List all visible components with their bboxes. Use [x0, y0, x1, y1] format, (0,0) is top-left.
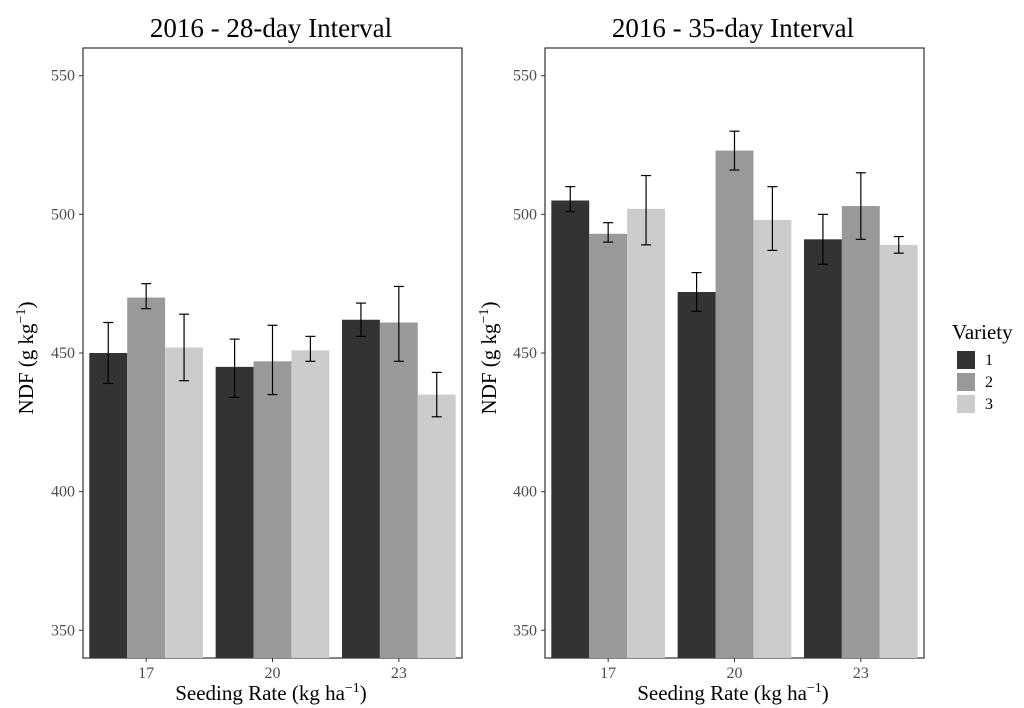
x-axis-title: Seeding Rate (kg ha−1) [637, 681, 829, 705]
panel-35-day: 2016 - 35-day Interval 350 400 450 500 550 1… [477, 13, 925, 705]
legend-label-3: 3 [985, 396, 993, 413]
bar-20-variety-2 [253, 361, 292, 658]
y-tick-label: 500 [513, 206, 537, 223]
error-bar-20-variety-3 [767, 186, 778, 252]
error-bar-20-variety-2 [267, 324, 278, 396]
error-bar-20-variety-2 [729, 130, 740, 171]
x-axis-title: Seeding Rate (kg ha−1) [175, 681, 367, 705]
bar-17-variety-3 [165, 347, 204, 658]
y-axis: 350 400 450 500 550 [513, 68, 545, 639]
bar-20-variety-1 [215, 366, 254, 658]
bar-20-variety-1 [677, 292, 716, 658]
error-bar-23-variety-2 [855, 172, 866, 240]
error-bar-23-variety-3 [893, 235, 904, 254]
bar-20-variety-3 [291, 350, 330, 658]
bar-17-variety-1 [551, 200, 590, 658]
y-axis-title: NDF (g kg−1) [477, 302, 501, 415]
legend-key-2 [957, 373, 975, 391]
error-bar-23-variety-1 [355, 302, 366, 337]
y-tick-label: 400 [513, 484, 537, 501]
x-axis: 17 20 23 [600, 658, 869, 682]
legend-title: Variety [952, 320, 1013, 344]
y-tick-label: 450 [513, 345, 537, 362]
error-bar-23-variety-2 [393, 285, 404, 362]
error-bar-20-variety-1 [229, 338, 240, 398]
bars [551, 130, 918, 659]
bars [89, 283, 456, 658]
bar-20-variety-3 [753, 219, 792, 658]
error-bar-17-variety-3 [641, 174, 652, 246]
bar-23-variety-2 [379, 322, 418, 658]
error-bar-17-variety-2 [603, 222, 614, 243]
error-bar-20-variety-1 [691, 271, 702, 313]
legend-label-2: 2 [985, 374, 993, 391]
bar-23-variety-1 [341, 319, 380, 658]
y-tick-label: 350 [513, 622, 537, 639]
panel-28-day: 2016 - 28-day Interval 350 400 450 500 550 1… [14, 13, 463, 705]
legend-key-3 [957, 395, 975, 413]
x-axis: 17 20 23 [138, 658, 407, 682]
x-tick-label: 20 [265, 665, 281, 682]
legend-label-1: 1 [985, 352, 993, 369]
bar-17-variety-3 [627, 208, 666, 658]
x-tick-label: 17 [600, 665, 616, 682]
x-tick-label: 23 [853, 665, 869, 682]
legend-key-1 [957, 351, 975, 369]
error-bar-23-variety-1 [817, 213, 828, 265]
bar-17-variety-1 [89, 353, 128, 658]
bar-17-variety-2 [589, 233, 628, 659]
bar-23-variety-3 [879, 244, 918, 658]
x-tick-label: 20 [727, 665, 743, 682]
y-axis-title: NDF (g kg−1) [14, 302, 38, 415]
error-bar-17-variety-1 [103, 321, 114, 385]
error-bar-17-variety-1 [565, 186, 576, 213]
bar-23-variety-3 [417, 394, 456, 658]
error-bar-17-variety-2 [141, 283, 152, 310]
y-tick-label: 500 [51, 206, 75, 223]
y-tick-label: 450 [51, 345, 75, 362]
panel-title: 2016 - 35-day Interval [612, 13, 854, 43]
y-axis: 350 400 450 500 550 [51, 68, 83, 639]
bar-23-variety-2 [841, 206, 880, 658]
x-tick-label: 17 [138, 665, 154, 682]
legend: Variety 1 2 3 [952, 320, 1013, 413]
panel-title: 2016 - 28-day Interval [150, 13, 392, 43]
y-tick-label: 350 [51, 622, 75, 639]
error-bar-17-variety-3 [179, 313, 190, 382]
error-bar-20-variety-3 [305, 335, 316, 362]
x-tick-label: 23 [391, 665, 407, 682]
error-bar-23-variety-3 [431, 371, 442, 418]
bar-17-variety-2 [127, 297, 166, 658]
y-tick-label: 550 [51, 68, 75, 85]
y-tick-label: 550 [513, 68, 537, 85]
bar-20-variety-2 [715, 150, 754, 658]
y-tick-label: 400 [51, 484, 75, 501]
bar-23-variety-1 [803, 239, 842, 658]
